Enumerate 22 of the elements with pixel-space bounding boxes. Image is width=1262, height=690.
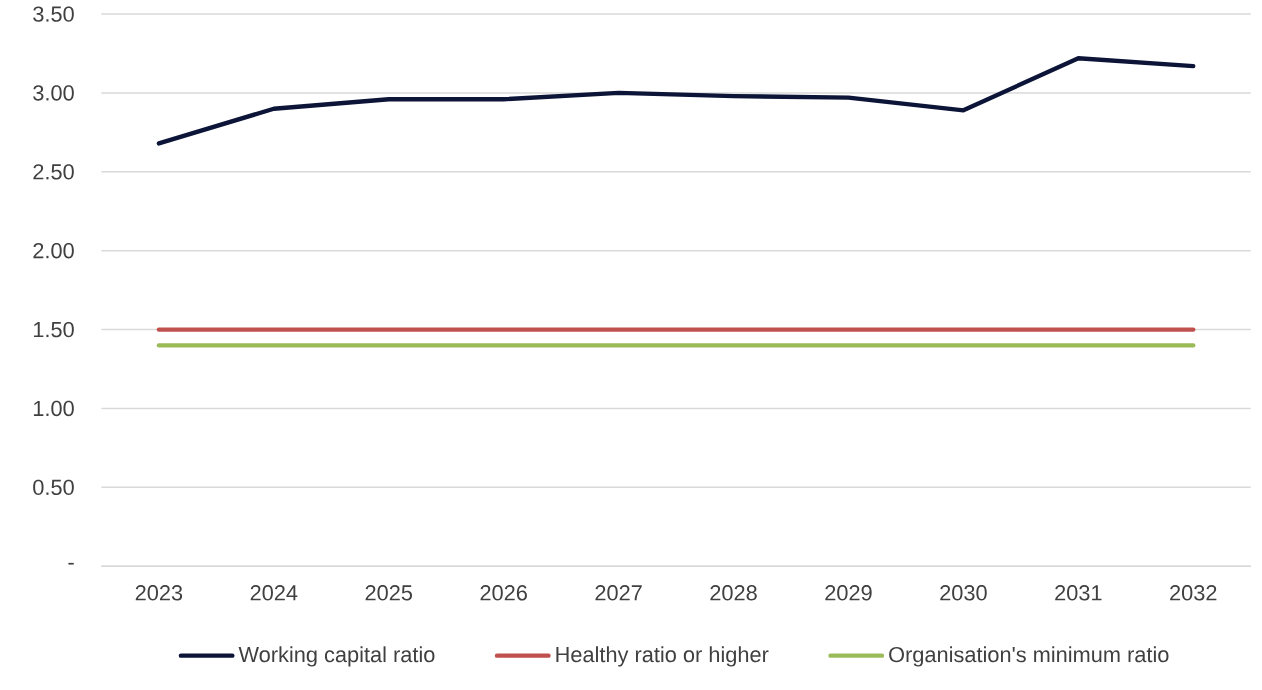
y-tick-label: 2.50 [33, 164, 74, 180]
x-tick-label: 2027 [595, 585, 642, 601]
legend-label: Organisation's minimum ratio [889, 646, 1169, 667]
y-tick-label: 1.50 [33, 321, 74, 338]
line-series [156, 56, 1196, 146]
y-tick-label: 1.00 [33, 400, 74, 417]
y-tick-label: 3.50 [33, 6, 74, 22]
x-tick-label: 2030 [940, 585, 987, 601]
x-tick-label: 2024 [250, 585, 298, 601]
legend-label: Healthy ratio or higher [556, 646, 769, 667]
y-tick-label: 3.00 [33, 85, 74, 101]
x-tick-label: 2029 [825, 585, 872, 601]
x-tick-label: 2028 [710, 585, 757, 601]
x-tick-label: 2032 [1170, 585, 1217, 601]
y-tick-label: 0.50 [33, 479, 74, 495]
x-tick-label: 2025 [365, 585, 413, 601]
x-tick-label: 2023 [135, 585, 183, 601]
y-tick-label: 2.00 [33, 242, 74, 259]
legend-label: Working capital ratio [238, 646, 435, 667]
x-tick-label: 2026 [480, 585, 527, 601]
x-tick-label: 2031 [1055, 585, 1102, 601]
y-tick-label: - [68, 562, 74, 565]
